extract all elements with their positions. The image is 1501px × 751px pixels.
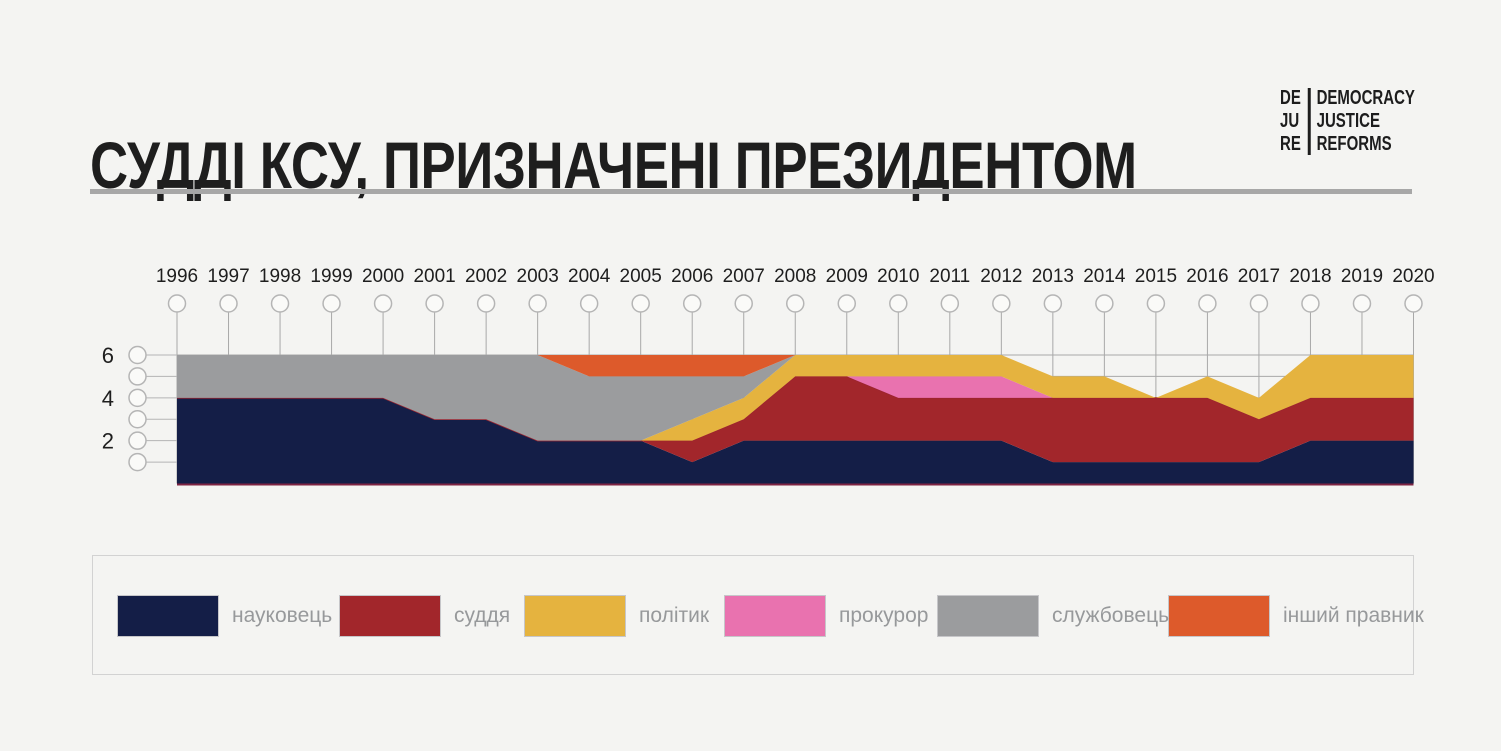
legend-label-prosecutor: прокурор	[839, 604, 929, 627]
y-axis-tick-circle	[128, 345, 147, 365]
year-tick-circle	[1146, 294, 1166, 313]
legend-swatch-civil-servant	[938, 596, 1038, 636]
logo-right-line: JUSTICE	[1316, 110, 1380, 132]
legend-swatch-prosecutor	[725, 596, 825, 636]
y-axis-tick-label: 2	[102, 429, 114, 454]
year-tick-label: 2012	[980, 266, 1022, 287]
year-tick-circle	[734, 294, 753, 313]
legend-label-other-lawyer: інший правник	[1283, 604, 1424, 627]
year-tick-circle	[1095, 294, 1114, 313]
year-tick-label: 2019	[1341, 266, 1383, 287]
year-tick-label: 2001	[413, 266, 455, 287]
year-tick-circle	[1198, 294, 1217, 313]
year-tick-circle	[1249, 294, 1269, 313]
year-tick-label: 2018	[1289, 266, 1331, 287]
legend-item-scholar: науковець	[118, 596, 332, 636]
year-tick-circle	[682, 294, 702, 313]
year-tick-label: 2014	[1083, 266, 1126, 287]
year-tick-circle	[1352, 294, 1372, 313]
legend	[92, 555, 1414, 675]
legend-item-politician: політик	[525, 596, 709, 636]
year-tick-circle	[528, 294, 547, 313]
year-tick-circle	[425, 294, 444, 313]
year-tick-circle	[631, 294, 650, 313]
logo-divider-bar	[1307, 88, 1311, 155]
y-axis-tick-label: 6	[102, 343, 114, 368]
y-axis-tick-circle	[128, 431, 147, 450]
year-tick-label: 2006	[671, 266, 713, 287]
year-tick-label: 2003	[517, 266, 559, 287]
logo-right-line: DEMOCRACY	[1316, 87, 1415, 109]
legend-label-judge: суддя	[454, 604, 511, 627]
year-tick-label: 2000	[362, 266, 404, 287]
year-tick-circle	[373, 294, 393, 313]
year-tick-circle	[1043, 294, 1063, 313]
year-tick-label: 2007	[723, 266, 765, 287]
legend-swatch-politician	[525, 596, 625, 636]
year-tick-label: 2002	[465, 266, 507, 287]
legend-swatch-judge	[340, 596, 440, 636]
year-tick-label: 2020	[1392, 266, 1434, 287]
title-divider	[90, 189, 1412, 194]
logo-right-line: REFORMS	[1316, 133, 1392, 155]
dejure-logo: DE JU RE DEMOCRACY JUSTICE REFORMS	[1280, 87, 1415, 156]
page-title: СУДДІ КСУ, ПРИЗНАЧЕНІ ПРЕЗИДЕНТОМ	[90, 128, 1137, 203]
area-politician	[177, 355, 1414, 441]
y-axis-tick-label: 4	[102, 386, 114, 411]
legend-item-other-lawyer: інший правник	[1169, 596, 1424, 636]
year-tick-circle	[270, 294, 290, 313]
logo-left-line: JU	[1280, 110, 1300, 132]
year-tick-circle	[1404, 294, 1423, 313]
legend-item-judge: суддя	[340, 596, 510, 636]
year-tick-circle	[579, 294, 599, 313]
year-tick-label: 2013	[1032, 266, 1074, 287]
year-tick-circle	[1301, 294, 1320, 313]
year-tick-label: 1999	[310, 266, 352, 287]
year-tick-label: 2015	[1135, 266, 1177, 287]
year-tick-label: 2008	[774, 266, 816, 287]
legend-swatch-scholar	[118, 596, 218, 636]
year-tick-circle	[889, 294, 908, 313]
year-tick-label: 1996	[156, 266, 198, 287]
logo-left-line: RE	[1280, 133, 1301, 155]
year-tick-circle	[322, 294, 341, 313]
logo-left-column: DE JU RE	[1280, 87, 1301, 156]
year-tick-circle	[786, 294, 805, 313]
year-tick-label: 2004	[568, 266, 611, 287]
year-tick-label: 2005	[620, 266, 662, 287]
logo-left-line: DE	[1280, 87, 1301, 109]
year-tick-label: 2016	[1186, 266, 1228, 287]
year-tick-label: 2010	[877, 266, 919, 287]
y-axis-tick-circle	[128, 388, 147, 408]
logo-right-column: DEMOCRACY JUSTICE REFORMS	[1317, 87, 1415, 156]
area-judge	[177, 376, 1414, 463]
year-tick-label: 1997	[207, 266, 249, 287]
y-axis-tick-circle	[128, 452, 147, 472]
year-tick-circle	[167, 294, 187, 313]
year-tick-label: 2011	[929, 266, 970, 287]
legend-item-prosecutor: прокурор	[725, 596, 928, 636]
legend-label-civil-servant: службовець	[1052, 604, 1170, 627]
y-axis-tick-circle	[128, 367, 147, 386]
legend-swatch-other-lawyer	[1169, 596, 1269, 636]
year-tick-circle	[940, 294, 960, 313]
legend-label-scholar: науковець	[232, 604, 333, 627]
area-civil-servant	[177, 355, 1414, 441]
year-tick-circle	[476, 294, 496, 313]
year-tick-circle	[219, 294, 238, 313]
year-tick-label: 2017	[1238, 266, 1280, 287]
year-tick-circle	[992, 294, 1011, 313]
year-tick-label: 2009	[826, 266, 868, 287]
legend-label-politician: політик	[639, 604, 710, 627]
legend-item-civil-servant: службовець	[938, 596, 1169, 636]
year-tick-circle	[837, 294, 857, 313]
y-axis-tick-circle	[128, 410, 147, 429]
year-tick-label: 1998	[259, 266, 301, 287]
